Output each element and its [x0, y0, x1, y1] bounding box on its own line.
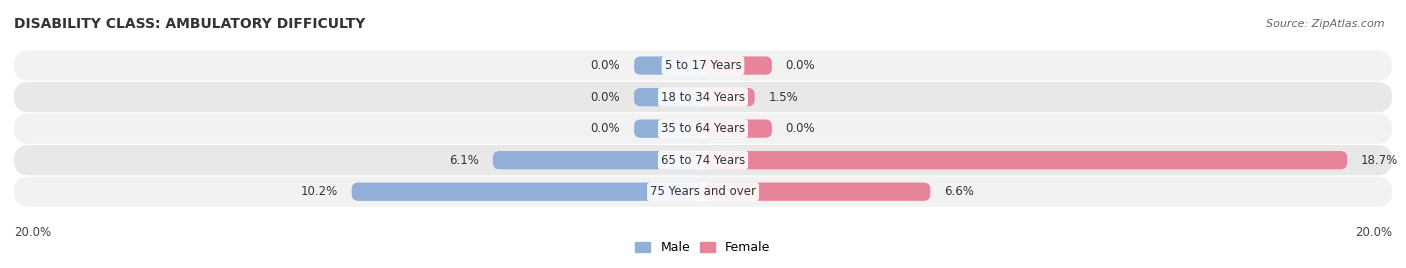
FancyBboxPatch shape — [703, 183, 931, 201]
FancyBboxPatch shape — [494, 151, 703, 169]
Text: 0.0%: 0.0% — [786, 59, 815, 72]
Text: 0.0%: 0.0% — [591, 122, 620, 135]
Legend: Male, Female: Male, Female — [636, 241, 770, 254]
Text: Source: ZipAtlas.com: Source: ZipAtlas.com — [1267, 19, 1385, 29]
FancyBboxPatch shape — [14, 50, 1392, 81]
FancyBboxPatch shape — [352, 183, 703, 201]
FancyBboxPatch shape — [703, 57, 772, 75]
Text: 6.1%: 6.1% — [450, 154, 479, 167]
Text: 6.6%: 6.6% — [945, 185, 974, 198]
Text: 5 to 17 Years: 5 to 17 Years — [665, 59, 741, 72]
Text: 65 to 74 Years: 65 to 74 Years — [661, 154, 745, 167]
Text: 20.0%: 20.0% — [1355, 226, 1392, 239]
Text: 18 to 34 Years: 18 to 34 Years — [661, 91, 745, 104]
FancyBboxPatch shape — [14, 145, 1392, 175]
Text: 35 to 64 Years: 35 to 64 Years — [661, 122, 745, 135]
Text: 18.7%: 18.7% — [1361, 154, 1398, 167]
FancyBboxPatch shape — [703, 120, 772, 138]
FancyBboxPatch shape — [634, 57, 703, 75]
Text: DISABILITY CLASS: AMBULATORY DIFFICULTY: DISABILITY CLASS: AMBULATORY DIFFICULTY — [14, 17, 366, 31]
Text: 1.5%: 1.5% — [769, 91, 799, 104]
Text: 10.2%: 10.2% — [301, 185, 337, 198]
FancyBboxPatch shape — [14, 114, 1392, 144]
FancyBboxPatch shape — [634, 120, 703, 138]
FancyBboxPatch shape — [703, 88, 755, 106]
FancyBboxPatch shape — [14, 82, 1392, 112]
FancyBboxPatch shape — [703, 151, 1347, 169]
Text: 0.0%: 0.0% — [591, 91, 620, 104]
FancyBboxPatch shape — [14, 177, 1392, 207]
Text: 0.0%: 0.0% — [591, 59, 620, 72]
Text: 20.0%: 20.0% — [14, 226, 51, 239]
Text: 0.0%: 0.0% — [786, 122, 815, 135]
FancyBboxPatch shape — [634, 88, 703, 106]
Text: 75 Years and over: 75 Years and over — [650, 185, 756, 198]
